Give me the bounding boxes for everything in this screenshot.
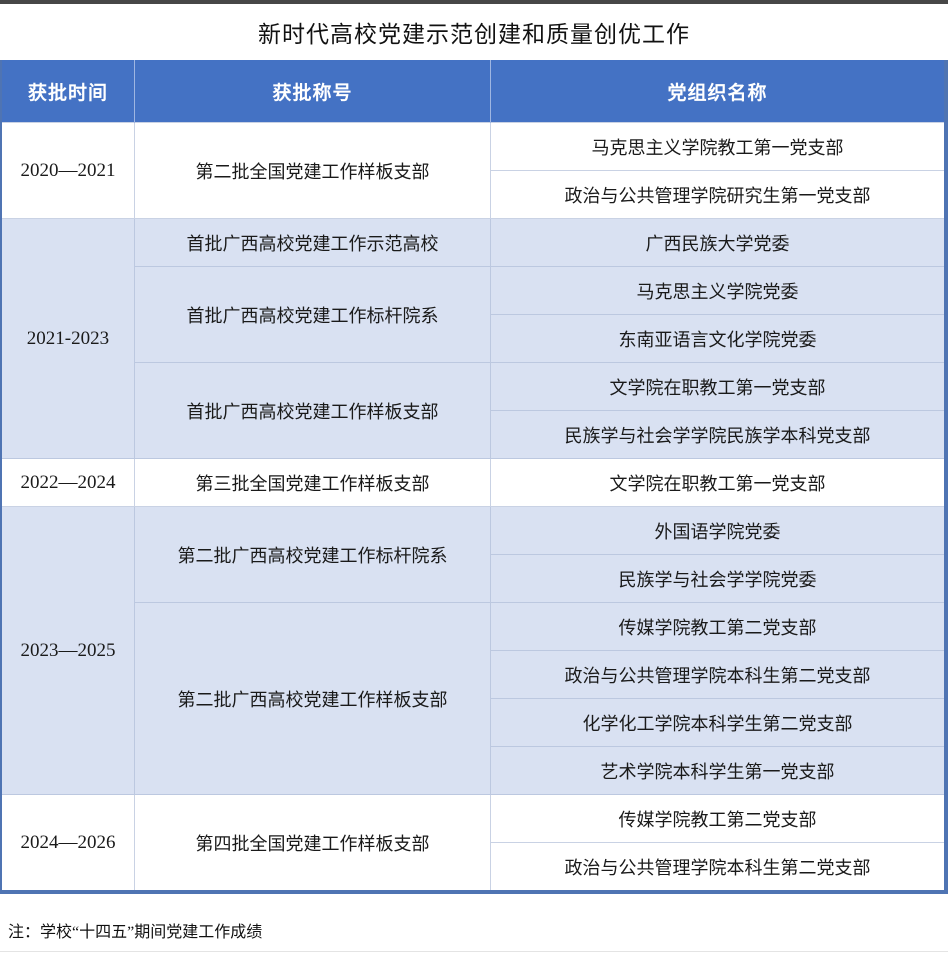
header-org-name: 党组织名称	[490, 60, 946, 123]
table-row: 民族学与社会学学院党委	[1, 554, 947, 603]
table-row: 2021-2023 首批广西高校党建工作示范高校 广西民族大学党委	[0, 218, 947, 459]
org-cell: 艺术学院本科学生第一党支部	[490, 746, 947, 795]
org-cell: 文学院在职教工第一党支部	[490, 458, 947, 507]
org-cell: 民族学与社会学学院民族学本科党支部	[490, 410, 947, 459]
honor-cell: 第四批全国党建工作样板支部	[133, 794, 492, 893]
table-row: 2023—2025 第二批广西高校党建工作标杆院系 外国语学院党委	[0, 506, 947, 795]
org-cell: 政治与公共管理学院本科生第二党支部	[490, 650, 947, 699]
table-row: 政治与公共管理学院研究生第一党支部	[1, 170, 947, 219]
org-cell: 东南亚语言文化学院党委	[490, 314, 947, 363]
honor-cell: 首批广西高校党建工作标杆院系	[133, 266, 492, 363]
period-cell: 2024—2026	[0, 794, 135, 893]
org-cell: 广西民族大学党委	[490, 218, 947, 267]
header-approval-time: 获批时间	[1, 60, 135, 123]
honor-cell: 首批广西高校党建工作样板支部	[133, 362, 492, 459]
footnote: 注：学校“十四五”期间党建工作成绩	[0, 894, 948, 952]
page-title: 新时代高校党建示范创建和质量创优工作	[258, 22, 690, 47]
org-cell: 政治与公共管理学院本科生第二党支部	[490, 842, 947, 893]
period-cell: 2023—2025	[0, 506, 135, 795]
honor-cell: 第二批广西高校党建工作样板支部	[133, 602, 492, 795]
top-border-bar	[0, 0, 948, 4]
org-cell: 马克思主义学院教工第一党支部	[490, 122, 947, 171]
table-row: 艺术学院本科学生第一党支部	[1, 746, 947, 795]
org-cell: 传媒学院教工第二党支部	[490, 794, 947, 843]
header-approval-title: 获批称号	[133, 60, 491, 123]
honor-cell: 第二批全国党建工作样板支部	[133, 122, 492, 219]
table-row: 政治与公共管理学院本科生第二党支部	[1, 650, 947, 699]
table-row: 民族学与社会学学院民族学本科党支部	[1, 410, 947, 459]
table-row: 2022—2024 第三批全国党建工作样板支部 文学院在职教工第一党支部	[0, 458, 947, 507]
table-row: 2020—2021 第二批全国党建工作样板支部 马克思主义学院教工第一党支部	[0, 122, 947, 219]
table-row: 首批广西高校党建工作样板支部 文学院在职教工第一党支部	[1, 362, 947, 459]
org-cell: 传媒学院教工第二党支部	[490, 602, 947, 651]
table-row: 化学化工学院本科学生第二党支部	[1, 698, 947, 747]
header-row: 获批时间 获批称号 党组织名称	[1, 60, 946, 123]
honor-cell: 第三批全国党建工作样板支部	[133, 458, 492, 507]
org-cell: 马克思主义学院党委	[490, 266, 947, 315]
org-cell: 外国语学院党委	[490, 506, 947, 555]
honor-cell: 首批广西高校党建工作示范高校	[133, 218, 492, 267]
org-cell: 政治与公共管理学院研究生第一党支部	[490, 170, 947, 219]
table-row: 第二批广西高校党建工作样板支部 传媒学院教工第二党支部	[1, 602, 947, 795]
org-cell: 民族学与社会学学院党委	[490, 554, 947, 603]
org-cell: 文学院在职教工第一党支部	[490, 362, 947, 411]
table-row: 东南亚语言文化学院党委	[1, 314, 947, 363]
table-row: 2024—2026 第四批全国党建工作样板支部 传媒学院教工第二党支部	[0, 794, 947, 893]
table-row: 首批广西高校党建工作标杆院系 马克思主义学院党委	[1, 266, 947, 363]
honor-cell: 第二批广西高校党建工作标杆院系	[133, 506, 492, 603]
org-cell: 化学化工学院本科学生第二党支部	[490, 698, 947, 747]
period-cell: 2021-2023	[0, 218, 135, 459]
table-row: 政治与公共管理学院本科生第二党支部	[1, 842, 947, 893]
party-building-table: 获批时间 获批称号 党组织名称 2020—2021 第二批全国党建工作样板支部 …	[0, 60, 948, 894]
period-cell: 2022—2024	[0, 458, 135, 507]
period-cell: 2020—2021	[0, 122, 135, 219]
